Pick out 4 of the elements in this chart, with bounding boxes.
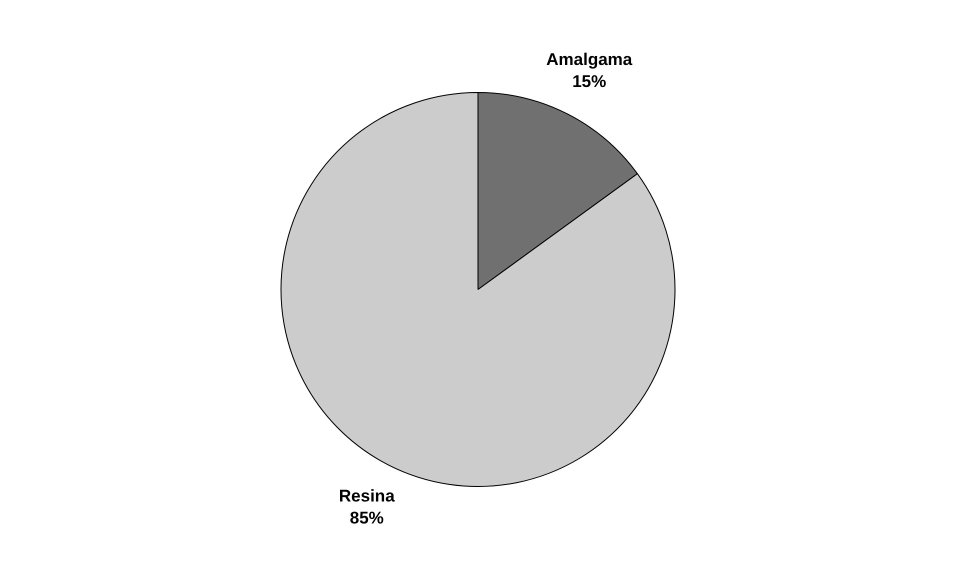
data-label: 15% [572, 72, 606, 91]
data-label: 85% [350, 508, 384, 528]
slice-label: Amalgama [546, 50, 633, 69]
slice-label: Resina [338, 486, 396, 506]
